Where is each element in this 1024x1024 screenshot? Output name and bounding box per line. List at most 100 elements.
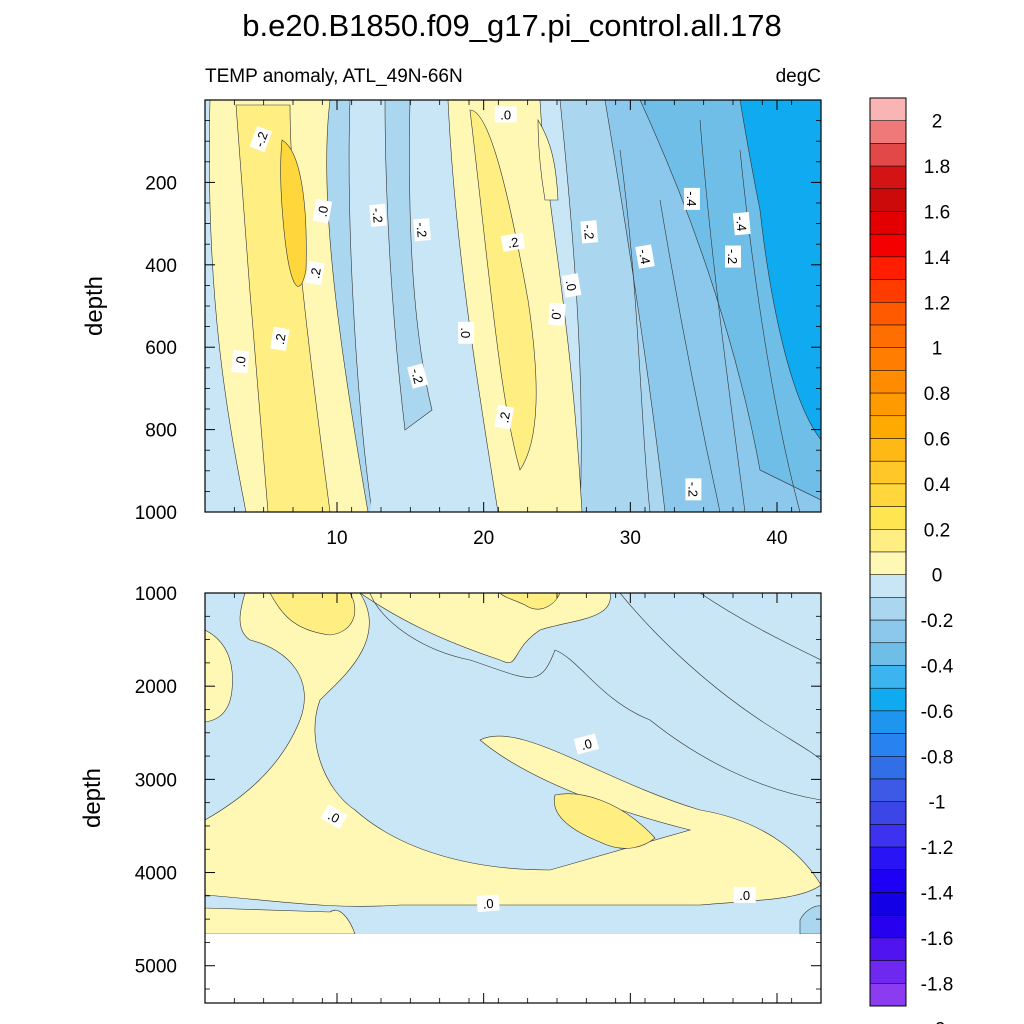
contour-label-bg [580, 220, 599, 244]
contour-label-bg [635, 244, 655, 269]
y-tick-label: 400 [145, 256, 177, 277]
colorbar-swatch [869, 460, 907, 485]
contour-label: .0 [476, 894, 500, 913]
colorbar-swatch [869, 415, 907, 439]
lower-axes: 1000 2000 3000 4000 5000 [135, 584, 822, 1003]
upper-axes: 10 20 30 40 200 400 600 800 1000 [135, 100, 822, 549]
contour-label: -.2 [685, 478, 702, 501]
y-tick-label: 5000 [135, 957, 177, 978]
colorbar-label: -1.8 [921, 974, 954, 995]
contour-label: .0 [458, 321, 475, 344]
colorbar-swatch [869, 869, 907, 893]
colorbar-swatch [869, 256, 907, 280]
contour-label-text: -.2 [581, 224, 597, 240]
lower-contour-labels: .0 .0 .0 .0 [320, 733, 756, 913]
contour-label-text: -.4 [636, 248, 653, 266]
lower-region-pos [553, 793, 656, 849]
colorbar-swatch [869, 892, 907, 916]
colorbar-swatch [869, 756, 907, 780]
y-tick-label: 4000 [135, 864, 177, 885]
contour-label: .0 [548, 302, 566, 326]
contour-label-bg [413, 218, 431, 242]
x-tick-label: 30 [620, 528, 641, 549]
contour-label: -.2 [580, 220, 599, 244]
contour-label-text: .2 [496, 411, 513, 424]
lower-frame [204, 592, 822, 1004]
contour-label-text: .0 [563, 279, 580, 292]
contour-label: -.4 [683, 187, 700, 210]
colorbar-swatch [869, 188, 907, 212]
colorbar-label: 0.8 [924, 384, 950, 405]
contour-label-bg [494, 106, 517, 123]
contour-label: .2 [494, 405, 514, 430]
colorbar-label: -0.6 [921, 702, 954, 723]
upper-region-pos [537, 118, 559, 201]
y-tick-label: 1000 [135, 584, 177, 605]
upper-region-neg [384, 100, 433, 431]
colorbar-swatch [869, 778, 907, 802]
colorbar-swatch [869, 347, 907, 371]
contour-label-bg [561, 273, 582, 298]
contour-label-bg [305, 260, 325, 286]
contour-label-text: .0 [458, 327, 473, 338]
contour-label: .2 [500, 232, 526, 252]
chart-units: degC [776, 66, 821, 87]
colorbar-swatch [869, 143, 907, 167]
upper-region-pos [469, 109, 537, 471]
colorbar-swatch [869, 529, 907, 553]
colorbar-swatch [869, 619, 907, 644]
contour-label-bg [476, 894, 500, 913]
contour-label: -.4 [732, 211, 751, 236]
colorbar-swatch [869, 551, 907, 575]
contour-label-text: -.4 [733, 215, 749, 231]
contour-label-bg [683, 187, 700, 210]
colorbar-label: -0.2 [921, 611, 954, 632]
lower-contour-lines [369, 593, 821, 801]
contour-label-bg [249, 126, 273, 153]
colorbar-swatch [869, 574, 907, 598]
colorbar-swatch [869, 687, 907, 712]
colorbar-swatch [869, 211, 907, 235]
colorbar-swatch [869, 120, 907, 144]
lower-region-pos [499, 593, 561, 610]
contour-label-text: .0 [233, 356, 249, 368]
colorbar-swatch [869, 233, 907, 258]
contour-label-text: -.2 [408, 367, 426, 386]
colorbar-swatch [869, 710, 907, 734]
lower-y-axis-label: depth [79, 768, 106, 828]
contour-label: .0 [231, 349, 250, 374]
contour-label-text: -.2 [369, 207, 385, 223]
colorbar-label: -0.8 [921, 747, 954, 768]
contour-label-bg [494, 405, 514, 430]
upper-y-axis-label: depth [81, 276, 108, 336]
colorbar-swatch [869, 846, 907, 871]
colorbar-swatch [869, 302, 907, 326]
y-tick-label: 600 [145, 338, 177, 359]
contour-label-bg [725, 245, 741, 268]
x-tick-label: 20 [473, 528, 494, 549]
contour-label-bg [733, 886, 756, 903]
colorbar-swatch [869, 801, 907, 825]
contour-label-bg [548, 302, 566, 326]
colorbar: 2 1.8 1.6 1.4 1.2 1 0.8 0.6 0.4 0.2 0 -0.2 -0.4 -0.6 -… [869, 97, 954, 1024]
colorbar-swatch [869, 665, 907, 689]
contour-label-bg [500, 232, 526, 252]
colorbar-swatch [869, 733, 907, 757]
y-tick-label: 200 [145, 173, 177, 194]
contour-label: .2 [270, 326, 290, 352]
contour-label-bg [407, 363, 429, 389]
upper-contour-lines [619, 119, 801, 512]
y-tick-label: 3000 [135, 770, 177, 791]
colorbar-swatch [869, 824, 907, 848]
chart-subtitle: TEMP anomaly, ATL_49N-66N [205, 66, 463, 87]
contour-label-text: .0 [579, 736, 593, 753]
contour-label: -.2 [407, 363, 429, 389]
upper-contour-field [205, 100, 821, 512]
contour-label-text: .2 [506, 234, 519, 251]
lower-contour-lines [619, 593, 821, 761]
contour-label-bg [270, 326, 290, 352]
lower-contour-field [205, 593, 821, 934]
contour-label: .0 [733, 886, 756, 903]
colorbar-label: -1.6 [921, 929, 954, 950]
colorbar-label: 0.4 [924, 475, 951, 496]
